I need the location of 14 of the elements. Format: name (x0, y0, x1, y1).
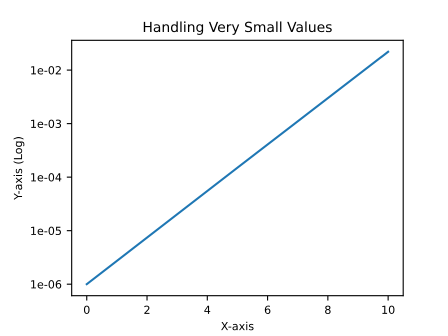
y-tick-label: 1e-02 (31, 66, 61, 74)
y-tick-label: 1e-04 (31, 173, 62, 182)
y-tick-label: 1e-03 (31, 120, 62, 128)
x-tick-label: 2 (144, 306, 150, 314)
y-tick-label: 1e-05 (31, 226, 61, 236)
x-tick-label: 0 (84, 306, 90, 314)
x-tick-label: 6 (264, 306, 270, 314)
y-axis-title: Y-axis (Log) (14, 137, 24, 200)
x-axis-title: X-axis (221, 322, 254, 330)
y-tick-label: 1e-06 (31, 280, 62, 289)
x-tick-label: 8 (325, 306, 331, 314)
x-tick-label: 10 (382, 306, 394, 314)
chart-title: Handling Very Small Values (144, 21, 332, 35)
x-tick-label: 4 (204, 306, 210, 314)
